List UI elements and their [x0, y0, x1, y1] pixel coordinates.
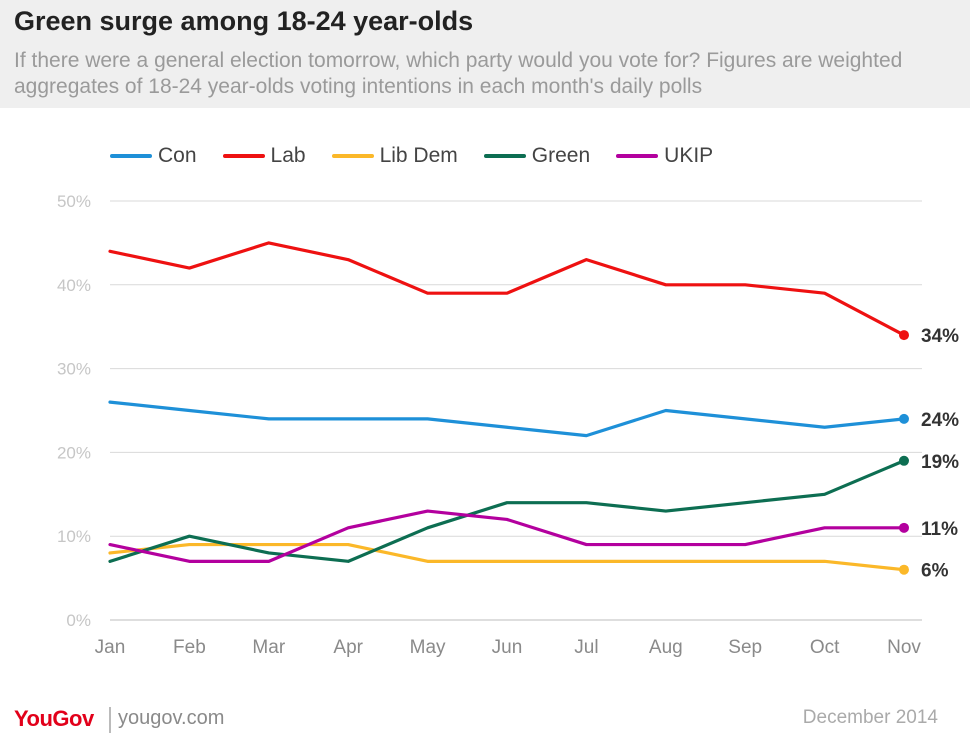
- y-tick-label: 50%: [57, 192, 91, 211]
- legend-item-lab: Lab: [222, 144, 306, 168]
- series-line-lab: [108, 241, 906, 337]
- x-tick-label: Oct: [810, 637, 840, 658]
- series-line-ukip: [108, 509, 906, 563]
- x-tick-label: Aug: [649, 637, 683, 658]
- gridlines: [110, 200, 922, 621]
- footer-divider: [109, 707, 111, 733]
- legend-label: Lib Dem: [379, 144, 458, 167]
- x-tick-label: Nov: [887, 637, 921, 658]
- end-point-con: [899, 413, 909, 424]
- legend-swatch: [222, 154, 265, 158]
- legend-item-green: Green: [483, 144, 591, 168]
- legend-swatch: [110, 154, 152, 158]
- chart-legend: Con Lab Lib Dem Green UKIP: [110, 143, 739, 169]
- chart-title: Green surge among 18-24 year-olds: [14, 6, 474, 36]
- x-tick-label: May: [410, 637, 446, 658]
- legend-swatch: [616, 154, 659, 158]
- end-label-ukip: 11%: [921, 519, 958, 540]
- end-labels: 24% 34% 6% 19% 11%: [921, 326, 959, 582]
- x-tick-label: Sep: [728, 637, 762, 658]
- x-tick-label: Feb: [173, 637, 206, 658]
- series-line-lib-dem: [108, 542, 906, 572]
- end-label-lib-dem: 6%: [921, 561, 949, 582]
- chart-subtitle: If there were a general election tomorro…: [14, 49, 903, 98]
- end-point-green: [899, 455, 909, 466]
- legend-item-con: Con: [110, 144, 197, 168]
- legend-item-ukip: UKIP: [616, 144, 713, 168]
- yougov-logo: YouGov: [14, 706, 94, 731]
- legend-label: UKIP: [664, 144, 714, 167]
- series-line-green: [108, 459, 906, 563]
- end-point-lib-dem: [899, 564, 909, 575]
- y-tick-label: 20%: [57, 443, 91, 462]
- legend-label: Con: [158, 144, 197, 167]
- y-tick-label: 40%: [57, 276, 91, 295]
- series-lines: [108, 241, 909, 575]
- end-label-con: 24%: [921, 410, 959, 431]
- x-tick-label: Jan: [95, 637, 126, 658]
- footer-date: December 2014: [802, 707, 938, 728]
- legend-swatch: [483, 154, 526, 158]
- legend-swatch: [331, 154, 374, 158]
- end-point-ukip: [899, 522, 909, 533]
- x-axis: Jan Feb Mar Apr May Jun Jul Aug Sep Oct Nov: [95, 637, 922, 658]
- legend-label: Lab: [270, 144, 306, 167]
- footer-url: yougov.com: [118, 707, 225, 729]
- y-tick-label: 10%: [57, 527, 91, 546]
- x-tick-label: Mar: [252, 637, 285, 658]
- x-tick-label: Jun: [492, 637, 523, 658]
- end-label-green: 19%: [921, 452, 959, 473]
- legend-label: Green: [531, 144, 591, 167]
- x-tick-label: Jul: [574, 637, 598, 658]
- chart-header: Green surge among 18-24 year-olds If the…: [0, 0, 970, 108]
- series-line-con: [108, 400, 906, 438]
- x-tick-label: Apr: [333, 637, 363, 658]
- legend-item-lib-dem: Lib Dem: [331, 144, 458, 168]
- y-tick-label: 30%: [57, 360, 91, 379]
- end-point-lab: [899, 330, 909, 341]
- y-tick-label: 0%: [66, 611, 91, 630]
- y-axis: 0% 10% 20% 30% 40% 50%: [57, 192, 91, 630]
- end-label-lab: 34%: [921, 326, 959, 347]
